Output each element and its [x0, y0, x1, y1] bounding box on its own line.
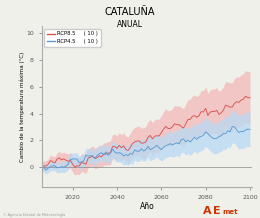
Y-axis label: Cambio de la temperatura máxima (°C): Cambio de la temperatura máxima (°C): [19, 52, 25, 162]
Text: A: A: [203, 206, 211, 216]
Text: E: E: [213, 206, 221, 216]
Legend: RCP8.5     ( 10 ), RCP4.5     ( 10 ): RCP8.5 ( 10 ), RCP4.5 ( 10 ): [44, 29, 101, 47]
X-axis label: Año: Año: [140, 201, 154, 211]
Text: ANUAL: ANUAL: [117, 20, 143, 29]
Text: met: met: [222, 209, 238, 215]
Text: © Agencia Estatal de Meteorología: © Agencia Estatal de Meteorología: [3, 213, 65, 217]
Text: CATALUÑA: CATALUÑA: [105, 7, 155, 17]
